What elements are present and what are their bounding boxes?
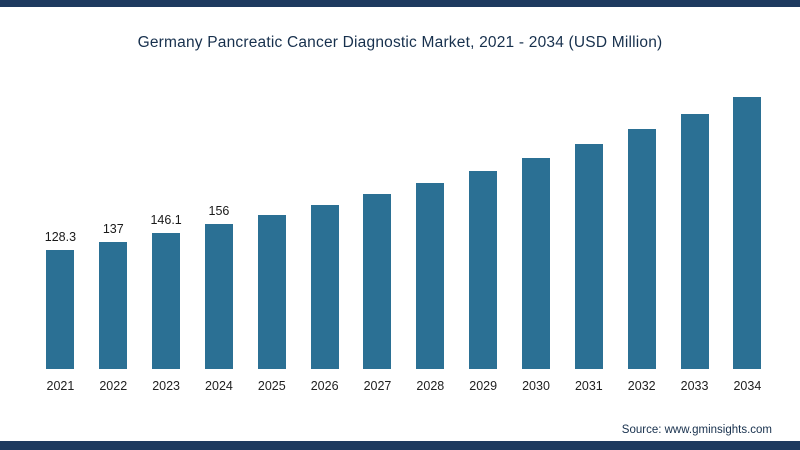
bar-column-2034: 2034 <box>721 64 773 394</box>
bar-value-label: 146.1 <box>150 213 182 227</box>
bar <box>99 242 128 369</box>
x-axis-tick-label: 2030 <box>522 379 550 393</box>
bar-column-2029: 2029 <box>457 64 509 394</box>
x-axis-tick-label: 2026 <box>310 379 339 393</box>
bar <box>257 215 286 369</box>
x-axis-tick-label: 2027 <box>363 379 392 393</box>
bar-column-2030: 2030 <box>510 64 562 394</box>
bar <box>627 129 656 369</box>
x-axis-tick-label: 2031 <box>574 379 603 393</box>
bar-value-label: 156 <box>208 204 230 218</box>
bar <box>204 224 233 369</box>
bar-column-2032: 2032 <box>616 64 668 394</box>
x-axis-tick-label: 2023 <box>152 379 181 393</box>
x-axis-tick-label: 2029 <box>469 379 498 393</box>
source-attribution: Source: www.gminsights.com <box>621 424 772 436</box>
top-accent-strip <box>0 0 800 7</box>
bar-value-label: 128.3 <box>44 230 77 244</box>
bar-column-2033: 2033 <box>669 64 721 394</box>
x-axis-tick-label: 2034 <box>733 379 762 393</box>
bar <box>522 158 551 369</box>
bar-chart-plot-area: 128.3 2021 137 2022 146.1 2023 156 2024 2025 2026… <box>34 64 774 394</box>
bar <box>416 183 445 369</box>
bar <box>310 205 339 369</box>
bar-column-2022: 137 2022 <box>87 64 139 394</box>
bar-column-2023: 146.1 2023 <box>140 64 192 394</box>
x-axis-tick-label: 2021 <box>46 379 75 393</box>
bar-column-2024: 156 2024 <box>193 64 245 394</box>
bar-column-2025: 2025 <box>246 64 298 394</box>
x-axis-tick-label: 2022 <box>99 379 128 393</box>
x-axis-tick-label: 2032 <box>627 379 656 393</box>
bar-column-2027: 2027 <box>351 64 403 394</box>
bar-value-label: 137 <box>102 222 124 236</box>
bar <box>152 233 181 369</box>
bottom-accent-strip <box>0 441 800 450</box>
bar <box>363 194 392 369</box>
bar <box>469 171 498 369</box>
bar-column-2031: 2031 <box>563 64 615 394</box>
x-axis-tick-label: 2024 <box>205 379 233 393</box>
bar <box>46 250 75 369</box>
bar-column-2028: 2028 <box>404 64 456 394</box>
bar-column-2021: 128.3 2021 <box>34 64 86 394</box>
chart-title: Germany Pancreatic Cancer Diagnostic Mar… <box>137 34 663 51</box>
x-axis-tick-label: 2033 <box>680 379 709 393</box>
bar <box>680 114 709 369</box>
bar <box>733 97 762 369</box>
x-axis-tick-label: 2025 <box>257 379 286 393</box>
bar-column-2026: 2026 <box>299 64 351 394</box>
x-axis-tick-label: 2028 <box>416 379 445 393</box>
bar <box>574 144 603 369</box>
